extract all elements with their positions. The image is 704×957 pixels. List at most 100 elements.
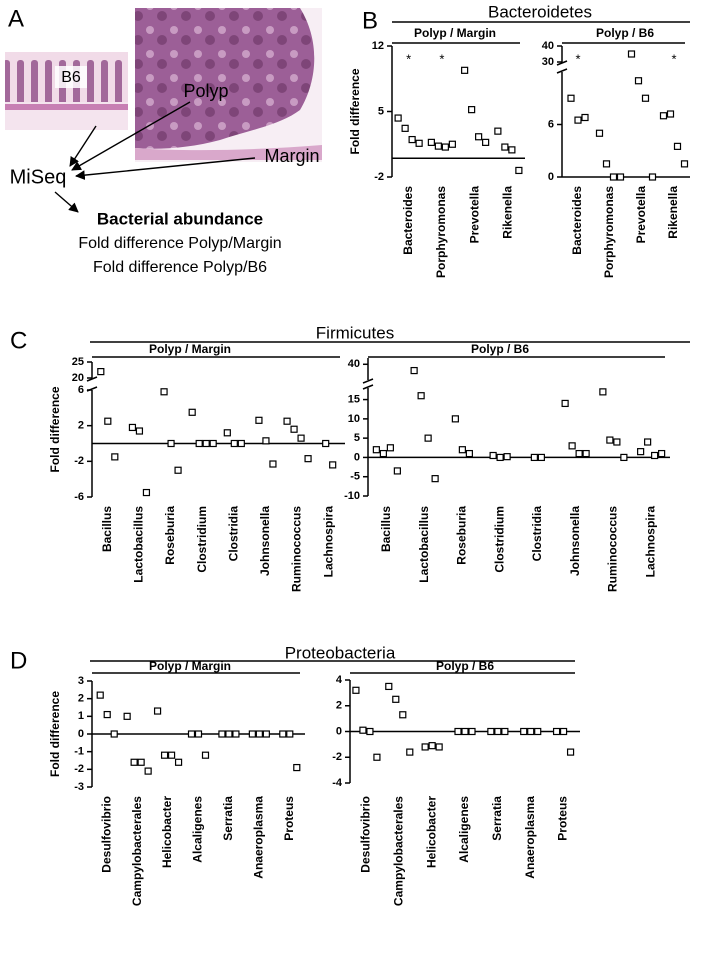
data-point (575, 449, 583, 458)
y-tick-label: 3 (78, 675, 84, 687)
data-point (461, 66, 469, 74)
x-tick-label: Prevotella (467, 186, 481, 244)
data-point (599, 388, 607, 396)
data-point (104, 417, 112, 425)
data-point (359, 726, 367, 734)
arrow (75, 157, 256, 180)
arrow (54, 191, 79, 213)
y-tick-label: -3 (74, 781, 84, 793)
x-tick-label: Alcaligenes (457, 796, 471, 863)
data-point (609, 173, 618, 181)
data-point (283, 417, 291, 425)
x-tick-label: Roseburia (163, 506, 177, 565)
data-point (501, 143, 509, 151)
x-tick-label: Alcaligenes (191, 796, 205, 863)
x-tick-label: Rikenella (501, 186, 515, 239)
significance-mark: * (439, 51, 444, 66)
data-point (613, 438, 621, 446)
data-point (96, 691, 104, 699)
y-tick-label: -6 (74, 491, 84, 503)
x-tick-label: Anaeroplasma (252, 796, 266, 879)
panel: B Bacteroidetes Polyp / Margin -2 5 12 Fold di… (348, 2, 690, 278)
data-point (658, 449, 666, 458)
data-point (561, 399, 569, 408)
data-point (616, 173, 625, 181)
x-tick-label: Proteus (556, 796, 570, 841)
data-point (352, 686, 360, 694)
panel: D Proteobacteria Polyp / Margin -3 -2 -1 0 1 2 3 F… (10, 643, 580, 906)
data-point (237, 439, 245, 448)
data-point (434, 142, 442, 150)
plot-subtitle: Polyp / Margin (414, 26, 496, 40)
histology-muscle (5, 104, 128, 110)
image-label: Polyp (183, 81, 228, 101)
y-tick-label: -4 (332, 777, 343, 789)
y-tick-label: 15 (348, 393, 360, 405)
x-tick-label: Rikenella (666, 186, 680, 239)
data-point (142, 488, 151, 497)
data-point (620, 453, 628, 462)
data-point (567, 94, 575, 102)
data-point (209, 439, 217, 448)
data-point (385, 682, 393, 691)
data-point (218, 730, 226, 738)
panel-title: Proteobacteria (285, 643, 396, 662)
y-tick-label: -2 (332, 751, 342, 763)
data-point (651, 451, 659, 460)
x-tick-label: Anaeroplasma (523, 796, 537, 879)
y-tick-label: 5 (354, 432, 360, 444)
y-tick-label: 20 (72, 372, 84, 384)
data-point (255, 730, 263, 738)
caption-line: Fold difference Polyp/Margin (78, 235, 281, 252)
data-point (606, 436, 614, 444)
data-point (530, 453, 538, 462)
significance-mark: * (575, 51, 580, 66)
y-tick-label: 12 (372, 40, 384, 52)
data-point (581, 113, 589, 122)
heading: Bacterial abundance (97, 209, 263, 228)
x-tick-label: Campylobacterales (130, 796, 144, 906)
panel: C Firmicutes Polyp / Margin -6 -2 2 620 25 Fold … (10, 323, 690, 592)
data-point (428, 742, 436, 750)
x-tick-label: Clostridium (195, 506, 209, 573)
significance-mark: * (671, 51, 676, 66)
data-point (322, 439, 330, 448)
data-point (648, 173, 657, 181)
data-point (410, 366, 418, 375)
y-tick-label: 40 (542, 40, 554, 52)
x-tick-label: Johnsonella (568, 506, 582, 576)
y-tick-label: 5 (378, 105, 384, 117)
axis-break (556, 60, 568, 66)
label-box (55, 66, 87, 88)
data-point (372, 446, 380, 454)
y-tick-label: 40 (348, 358, 360, 370)
data-point (537, 453, 545, 462)
data-point (552, 727, 561, 736)
panel-title: Firmicutes (316, 323, 394, 342)
y-tick-label: 0 (354, 451, 360, 463)
x-tick-label: Roseburia (455, 506, 469, 565)
data-point (297, 434, 305, 442)
data-point (255, 416, 263, 424)
data-point (666, 110, 675, 118)
data-point (441, 143, 449, 151)
data-point (475, 133, 483, 141)
x-tick-label: Bacteroides (401, 186, 415, 255)
data-point (130, 758, 138, 766)
data-point (465, 449, 473, 458)
data-point (167, 751, 176, 759)
x-tick-label: Lachnospira (321, 506, 335, 578)
data-point (230, 439, 238, 448)
axis-break (362, 378, 374, 384)
data-point (417, 392, 425, 400)
data-point (225, 730, 233, 738)
arrow (71, 101, 191, 171)
polyp-tissue (135, 8, 315, 149)
y-tick-label: -1 (74, 746, 84, 758)
data-point (167, 439, 175, 448)
data-point (424, 434, 432, 442)
data-point (194, 730, 203, 738)
data-point (515, 166, 523, 175)
y-tick-label: 1 (78, 710, 84, 722)
arrow (69, 125, 97, 167)
